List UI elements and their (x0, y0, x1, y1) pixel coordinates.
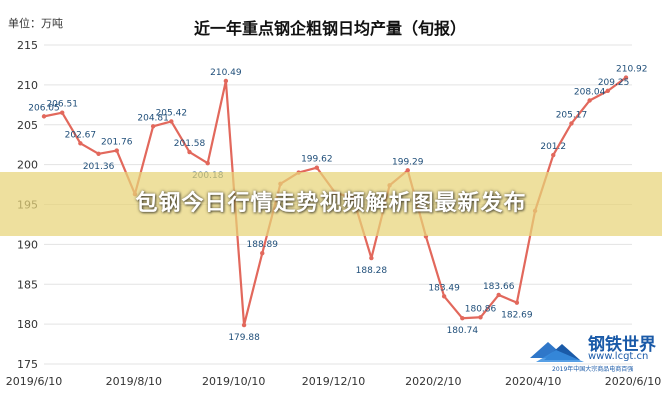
data-point (223, 78, 229, 84)
data-point (169, 119, 174, 124)
data-point (605, 88, 611, 94)
data-point (150, 124, 156, 129)
site-watermark: 钢铁世界 www.lcgt.cn 2019年中国大宗商品电商百强 (528, 330, 662, 380)
headline-text: 包钢今日行情走势视频解析图最新发布 (135, 191, 527, 216)
y-tick-label: 185 (17, 278, 38, 291)
data-point (369, 255, 374, 261)
data-label: 201.2 (540, 142, 566, 152)
data-point (441, 294, 447, 299)
data-label: 205.42 (156, 108, 188, 118)
data-point (569, 121, 574, 126)
y-tick-label: 200 (17, 159, 38, 172)
data-point (405, 168, 410, 173)
data-point (587, 98, 592, 103)
watermark-name: 钢铁世界 (588, 335, 656, 355)
data-label: 188.89 (247, 240, 279, 250)
data-label: 201.76 (101, 138, 133, 148)
x-tick-label: 2020/4/10 (505, 375, 561, 388)
y-tick-label: 205 (17, 119, 38, 132)
steel-world-logo-icon (530, 342, 584, 362)
data-point (314, 165, 320, 170)
x-tick-label: 2020/6/10 (605, 375, 661, 388)
data-point (114, 148, 119, 153)
data-label: 183.66 (483, 282, 515, 292)
chart-title: 近一年重点钢企粗钢日均产量（旬报） (194, 19, 466, 38)
data-label: 210.92 (616, 65, 648, 75)
data-point (78, 141, 83, 146)
data-label: 188.28 (356, 266, 388, 276)
data-point (241, 322, 247, 328)
y-tick-label: 215 (17, 39, 38, 52)
data-label: 182.69 (501, 311, 533, 321)
watermark-award: 2019年中国大宗商品电商百强 (552, 366, 634, 373)
data-label: 199.62 (301, 155, 333, 165)
data-label: 179.88 (228, 333, 260, 343)
data-label: 180.74 (447, 326, 479, 336)
data-point (623, 75, 629, 80)
data-point (460, 316, 465, 321)
data-label: 180.86 (465, 304, 497, 314)
data-point (551, 152, 556, 158)
y-axis-ticks: 175180185190195200205210215 (17, 39, 38, 371)
data-label: 206.51 (46, 100, 78, 110)
x-tick-label: 2019/8/10 (106, 375, 162, 388)
data-point (187, 149, 192, 155)
data-point (514, 300, 520, 305)
y-tick-label: 190 (17, 238, 38, 251)
data-point (41, 114, 47, 119)
watermark-url: www.lcgt.cn (588, 351, 649, 362)
x-tick-label: 2019/6/10 (6, 375, 62, 388)
data-point (260, 251, 265, 256)
headline-banner (0, 172, 662, 236)
y-tick-label: 175 (17, 358, 38, 371)
data-label: 205.17 (556, 110, 588, 120)
y-axis-unit-label: 单位：万吨 (8, 16, 63, 30)
data-label: 208.04 (574, 88, 606, 98)
data-label: 204.81 (137, 113, 169, 123)
y-tick-label: 180 (17, 318, 38, 331)
data-point (478, 315, 483, 320)
data-label: 209.25 (598, 78, 630, 88)
data-point (96, 151, 101, 156)
x-tick-label: 2019/10/10 (202, 375, 265, 388)
data-label: 210.49 (210, 68, 242, 78)
data-point (205, 160, 210, 166)
data-label: 201.58 (174, 139, 206, 149)
data-point (59, 110, 65, 115)
data-label: 199.29 (392, 157, 424, 167)
data-label: 206.05 (28, 103, 60, 113)
x-tick-label: 2020/2/10 (405, 375, 461, 388)
data-point (496, 292, 501, 298)
x-tick-label: 2019/12/10 (302, 375, 365, 388)
x-axis-ticks: 2019/6/10 2019/8/10 2019/10/10 2019/12/10 20… (6, 375, 661, 388)
data-label: 183.49 (428, 283, 460, 293)
data-label: 201.36 (83, 162, 115, 172)
y-tick-label: 210 (17, 79, 38, 92)
data-label: 202.67 (65, 130, 97, 140)
